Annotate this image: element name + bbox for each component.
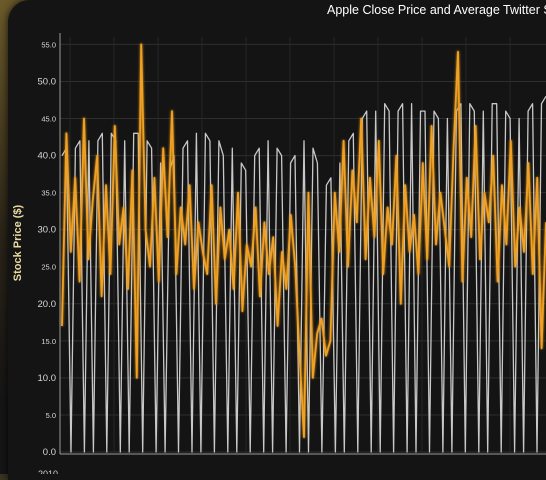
y-tick-label-2: 10.0 xyxy=(38,373,57,384)
x-tick-label: 2010 xyxy=(38,469,58,474)
y-tick-label-1: 5.0 xyxy=(46,411,56,420)
series-layer xyxy=(62,44,546,452)
chart-title: Apple Close Price and Average Twitter S xyxy=(327,3,546,17)
y-axis-label: Stock Price ($) xyxy=(12,204,24,281)
y-tick-label-0: 0.0 xyxy=(43,447,56,458)
y-tick-label-10: 50.0 xyxy=(38,76,57,87)
y-tick-label-11: 55.0 xyxy=(41,40,56,49)
y-tick-label-9: 45.0 xyxy=(41,115,56,124)
y-tick-label-8: 40.0 xyxy=(38,151,57,162)
y-tick-label-3: 15.0 xyxy=(41,337,56,346)
y-tick-label-4: 20.0 xyxy=(38,299,57,310)
y-tick-label-7: 35.0 xyxy=(41,189,56,198)
y-tick-label-6: 30.0 xyxy=(38,225,57,236)
y-tick-label-5: 25.0 xyxy=(41,263,56,272)
